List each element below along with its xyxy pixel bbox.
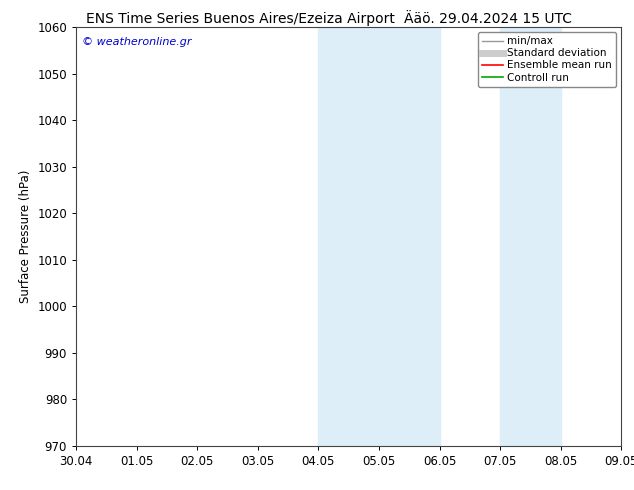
Text: © weatheronline.gr: © weatheronline.gr xyxy=(82,37,191,48)
Legend: min/max, Standard deviation, Ensemble mean run, Controll run: min/max, Standard deviation, Ensemble me… xyxy=(478,32,616,87)
Text: ENS Time Series Buenos Aires/Ezeiza Airport: ENS Time Series Buenos Aires/Ezeiza Airp… xyxy=(86,12,396,26)
Y-axis label: Surface Pressure (hPa): Surface Pressure (hPa) xyxy=(19,170,32,303)
Bar xyxy=(318,27,439,446)
Bar xyxy=(500,27,560,446)
Text: Ääö. 29.04.2024 15 UTC: Ääö. 29.04.2024 15 UTC xyxy=(404,12,572,26)
